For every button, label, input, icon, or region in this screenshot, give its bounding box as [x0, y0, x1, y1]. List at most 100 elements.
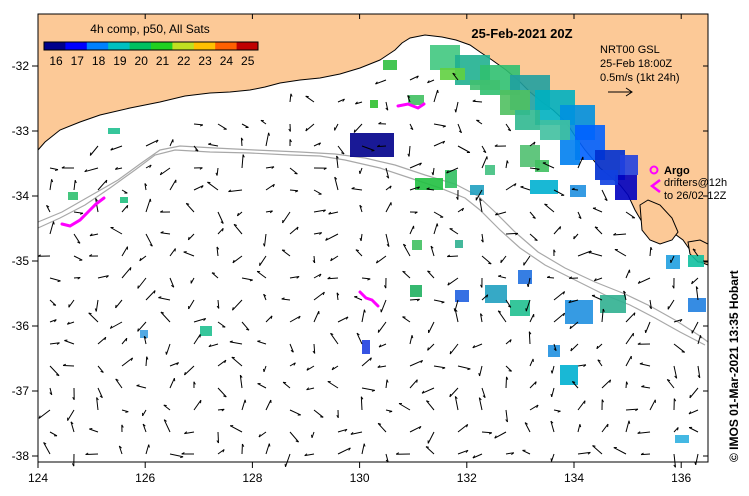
- current-arrow-head: [125, 411, 129, 413]
- current-arrow-head: [334, 176, 338, 180]
- current-arrow: [121, 267, 132, 279]
- current-arrow-head: [94, 308, 97, 312]
- current-arrow-head: [623, 290, 626, 294]
- current-arrow: [529, 211, 536, 219]
- colorbar-swatch: [108, 42, 131, 50]
- current-info-line2: 25-Feb 18:00Z: [600, 58, 672, 70]
- current-arrow: [185, 203, 195, 213]
- current-arrow: [505, 376, 507, 389]
- current-arrow-head: [77, 241, 81, 244]
- current-arrow: [571, 188, 579, 191]
- current-arrow: [313, 232, 322, 235]
- current-arrow-head: [416, 75, 419, 79]
- current-arrow-head: [139, 257, 142, 262]
- current-arrow: [258, 431, 267, 438]
- current-arrow-head: [458, 130, 462, 134]
- sst-patch: [666, 255, 680, 269]
- current-arrow-head: [633, 312, 636, 316]
- current-arrow: [336, 292, 339, 301]
- current-arrow-head: [420, 360, 424, 364]
- current-arrow: [649, 399, 656, 411]
- current-arrow: [625, 408, 638, 411]
- current-arrow: [110, 145, 123, 151]
- sst-patch: [565, 300, 593, 324]
- current-arrow: [145, 290, 156, 301]
- current-arrow-head: [427, 270, 431, 273]
- current-arrow: [667, 299, 675, 310]
- current-arrow-head: [327, 276, 331, 280]
- current-arrow: [500, 255, 507, 264]
- current-arrow: [241, 154, 244, 169]
- current-arrow: [289, 167, 298, 175]
- current-arrow: [63, 365, 75, 367]
- current-arrow-head: [37, 254, 41, 257]
- current-arrow: [625, 332, 634, 345]
- current-arrow: [330, 333, 339, 345]
- current-arrow: [380, 299, 387, 313]
- current-arrow: [688, 409, 699, 415]
- current-arrow-head: [84, 169, 88, 173]
- current-arrow: [695, 286, 699, 301]
- current-arrow: [313, 142, 321, 147]
- current-arrow: [49, 277, 61, 282]
- current-arrow: [216, 246, 219, 257]
- current-arrow: [355, 249, 363, 257]
- current-arrow-head: [579, 424, 582, 428]
- current-arrow: [228, 189, 243, 193]
- current-arrow: [313, 310, 320, 323]
- current-arrow-head: [672, 285, 675, 289]
- drifters-line2: to 26/02-12Z: [664, 190, 727, 202]
- current-arrow: [49, 387, 53, 395]
- current-arrow-head: [395, 452, 400, 455]
- current-arrow-head: [505, 419, 508, 423]
- current-arrow-head: [221, 408, 225, 412]
- current-arrow: [433, 223, 438, 235]
- current-arrow: [73, 180, 76, 191]
- current-arrow-head: [650, 246, 653, 251]
- current-arrow: [455, 101, 459, 113]
- current-arrow-head: [52, 304, 56, 306]
- current-arrow-head: [137, 285, 139, 289]
- current-arrow: [208, 343, 219, 348]
- current-arrow: [472, 453, 483, 459]
- current-arrow-head: [176, 362, 179, 366]
- y-tick-label: -33: [12, 124, 30, 138]
- current-arrow-head: [488, 262, 492, 265]
- current-arrow: [577, 451, 591, 455]
- current-arrow-head: [296, 226, 299, 230]
- current-arrow: [408, 145, 411, 157]
- current-arrow: [160, 232, 171, 235]
- colorbar-tick-label: 25: [241, 54, 255, 68]
- current-arrow: [361, 443, 365, 455]
- current-arrow-head: [344, 428, 348, 432]
- current-arrow: [89, 233, 99, 237]
- current-arrow: [673, 453, 676, 468]
- current-arrow-head: [637, 431, 641, 434]
- current-arrow: [143, 336, 147, 345]
- current-arrow-head: [407, 95, 411, 98]
- current-arrow: [354, 296, 363, 301]
- current-arrow: [409, 123, 414, 130]
- current-arrow-head: [604, 198, 608, 202]
- current-arrow: [350, 431, 363, 435]
- current-arrow-head: [355, 101, 358, 105]
- current-arrow-head: [483, 150, 487, 154]
- current-arrow: [478, 397, 483, 411]
- current-arrow: [68, 299, 75, 308]
- current-arrow: [360, 233, 363, 241]
- current-arrow: [256, 270, 267, 279]
- current-arrow-head: [550, 458, 552, 462]
- current-arrow: [118, 445, 123, 455]
- current-arrow-head: [375, 260, 379, 264]
- current-arrow: [337, 145, 345, 155]
- current-arrow-head: [43, 442, 47, 445]
- current-arrow: [457, 449, 469, 455]
- colorbar-tick-label: 24: [220, 54, 234, 68]
- sst-patch: [350, 133, 394, 157]
- current-arrow: [265, 399, 272, 411]
- current-arrow: [402, 316, 411, 323]
- current-arrow: [67, 409, 75, 421]
- current-arrow-head: [356, 332, 360, 336]
- x-tick-label: 124: [28, 471, 48, 485]
- current-arrow-head: [454, 396, 458, 400]
